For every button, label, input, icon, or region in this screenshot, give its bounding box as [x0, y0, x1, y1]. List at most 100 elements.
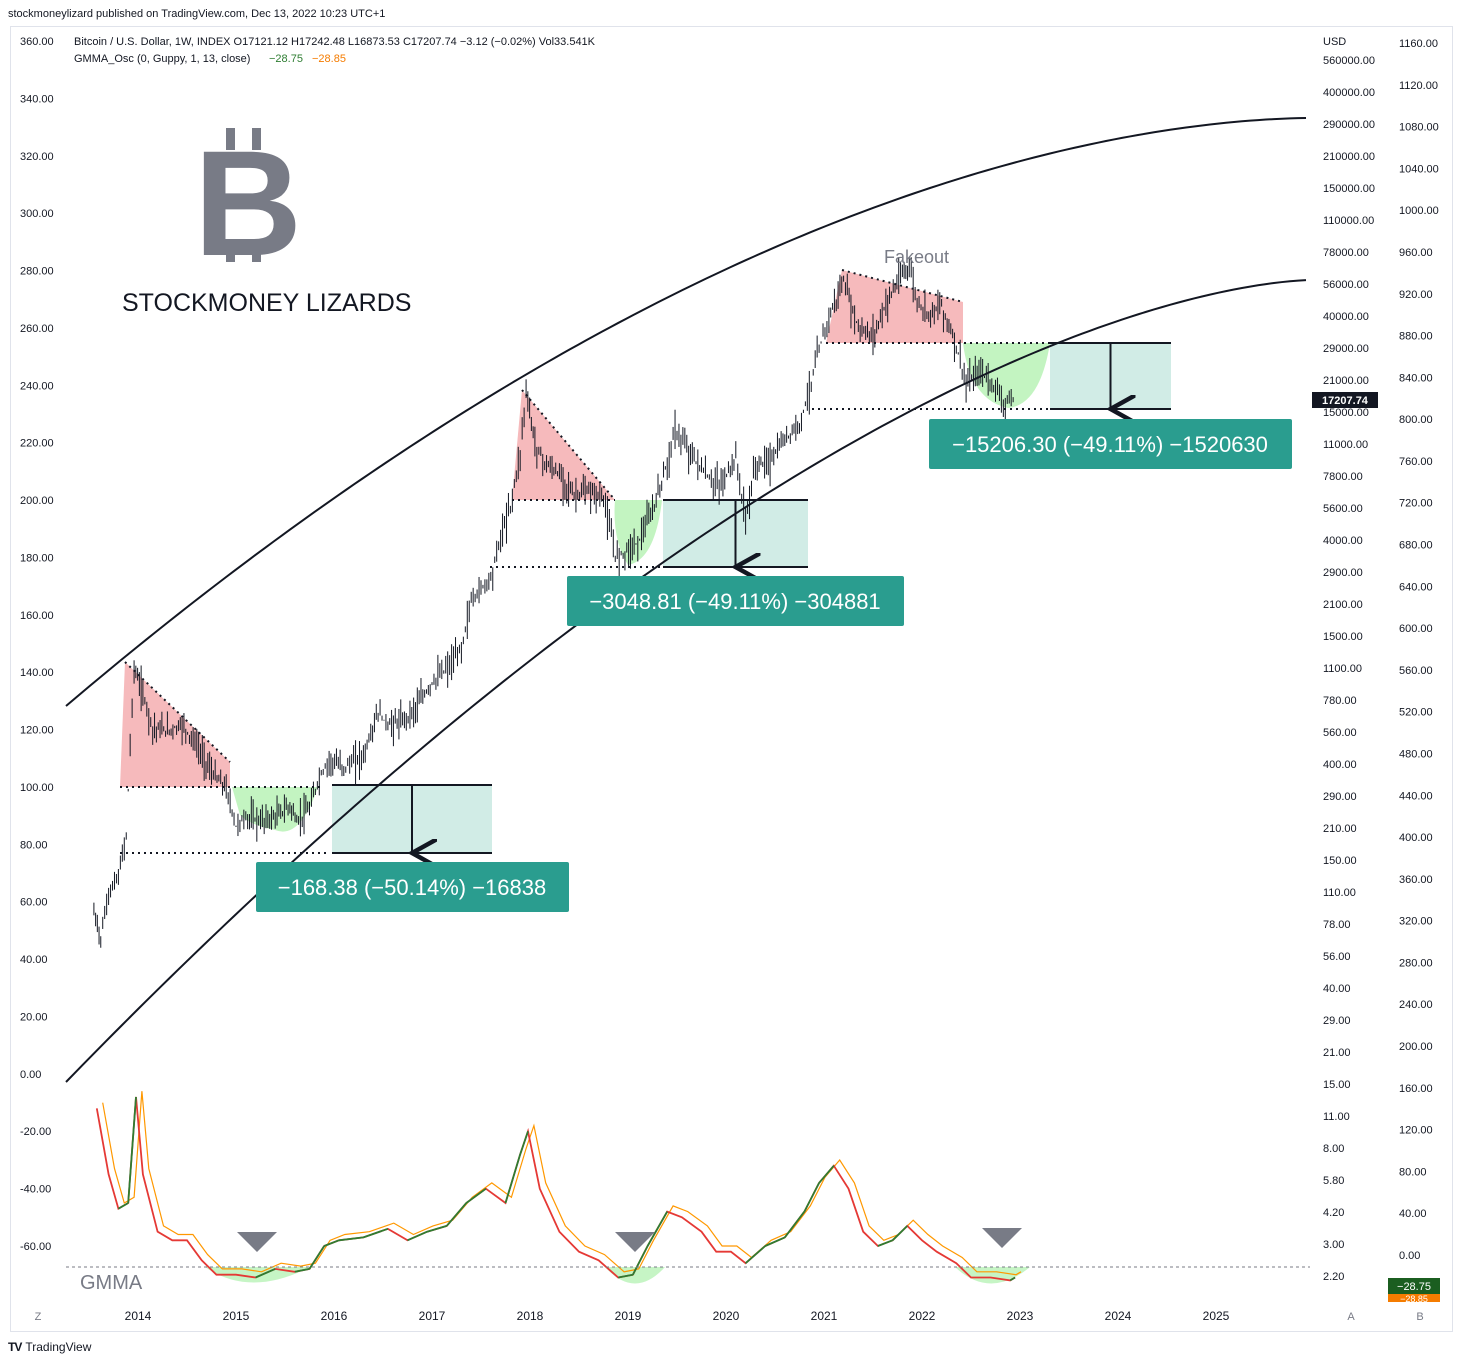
- red-zone-2014: [120, 662, 230, 787]
- right-tick-label: 1040.00: [1399, 163, 1439, 175]
- price-tick-label: 2900.00: [1323, 567, 1363, 579]
- price-tick-label: 21000.00: [1323, 375, 1369, 387]
- price-tick-label: 780.00: [1323, 695, 1357, 707]
- price-tick-label: 5.80: [1323, 1175, 1344, 1187]
- chart-header-osc-label: GMMA_Osc (0, Guppy, 1, 13, close): [74, 53, 250, 65]
- right-tick-label: 1120.00: [1399, 80, 1438, 92]
- right-tick-label: 80.00: [1399, 1166, 1427, 1178]
- left-tick-label: 220.00: [20, 438, 54, 450]
- right-tick-label: 120.00: [1399, 1125, 1433, 1137]
- pattern-zones: [120, 269, 1050, 854]
- red-zone-2018: [512, 390, 615, 500]
- cycle-bottom-marker-icon: [615, 1232, 655, 1252]
- left-tick-label: 360.00: [20, 36, 54, 48]
- time-tick-label: 2022: [909, 1309, 936, 1323]
- price-tick-label: 21.00: [1323, 1047, 1351, 1059]
- time-tick-label: 2016: [321, 1309, 348, 1323]
- right-tick-label: 40.00: [1399, 1208, 1427, 1220]
- price-tick-label: 4000.00: [1323, 535, 1363, 547]
- measure-label-box-2: [567, 576, 904, 626]
- right-tick-label: 240.00: [1399, 999, 1433, 1011]
- price-tick-label: 2100.00: [1323, 599, 1363, 611]
- osc-badge-orange-value: −28.85: [1400, 1294, 1428, 1304]
- price-tick-label: 40000.00: [1323, 311, 1369, 323]
- right-tick-label: 360.00: [1399, 874, 1433, 886]
- time-tick-label: 2014: [125, 1309, 152, 1323]
- tradingview-logo-icon: TV: [8, 1340, 22, 1354]
- price-tick-label: 15.00: [1323, 1079, 1351, 1091]
- right-tick-label: 280.00: [1399, 957, 1433, 969]
- left-tick-label: 60.00: [20, 897, 48, 909]
- measure-tools: [332, 342, 1171, 853]
- right-tick-label: 320.00: [1399, 916, 1433, 928]
- right-tick-label: 200.00: [1399, 1041, 1433, 1053]
- gmma-red-line: [95, 1096, 1016, 1282]
- auto-scale-button[interactable]: A: [1347, 1311, 1355, 1323]
- left-tick-label: 100.00: [20, 782, 54, 794]
- right-tick-label: 600.00: [1399, 623, 1433, 635]
- cycle-bottom-marker-icon: [237, 1232, 277, 1252]
- left-tick-label: -40.00: [20, 1184, 51, 1196]
- red-zone-2021: [826, 270, 963, 343]
- log-scale-button[interactable]: B: [1416, 1311, 1423, 1323]
- chart-frame[interactable]: [10, 26, 1453, 1332]
- bitcoin-icon: B: [194, 119, 302, 287]
- left-tick-label: 280.00: [20, 266, 54, 278]
- price-tick-label: 560.00: [1323, 727, 1357, 739]
- osc-zone-2022: [955, 1267, 1030, 1284]
- dotted-level-line: [124, 661, 231, 763]
- time-tick-label: 2025: [1203, 1309, 1230, 1323]
- right-tick-label: 960.00: [1399, 247, 1433, 259]
- time-tick-label: 2018: [517, 1309, 544, 1323]
- left-tick-label: 340.00: [20, 93, 54, 105]
- price-tick-label: 150000.00: [1323, 183, 1375, 195]
- upper-growth-curve: [65, 117, 1307, 707]
- right-tick-label: 920.00: [1399, 289, 1433, 301]
- price-tick-label: 78000.00: [1323, 247, 1369, 259]
- left-tick-label: 160.00: [20, 610, 54, 622]
- left-tick-label: -20.00: [20, 1126, 51, 1138]
- brand-name: STOCKMONEY LIZARDS: [122, 289, 411, 317]
- right-tick-label: 760.00: [1399, 456, 1433, 468]
- cycle-bottom-marker-icon: [982, 1228, 1022, 1248]
- gmma-label: GMMA: [80, 1272, 143, 1294]
- right-tick-label: 640.00: [1399, 581, 1433, 593]
- time-tick-label: 2019: [615, 1309, 642, 1323]
- bitcoin-icon-stroke-bottom-left: [226, 240, 235, 262]
- left-tick-label: 80.00: [20, 839, 48, 851]
- osc-badge-orange: [1388, 1294, 1440, 1302]
- right-tick-label: 680.00: [1399, 540, 1433, 552]
- left-tick-label: 140.00: [20, 667, 54, 679]
- right-tick-label: 1080.00: [1399, 122, 1439, 134]
- right-tick-label: 880.00: [1399, 331, 1433, 343]
- zoom-reset-button[interactable]: Z: [35, 1311, 42, 1323]
- price-tick-label: 11.00: [1323, 1111, 1350, 1123]
- price-tick-label: 40.00: [1323, 983, 1351, 995]
- measure-label-box-3: [929, 419, 1292, 469]
- price-tick-label: 15000.00: [1323, 407, 1369, 419]
- price-tick-label: 210000.00: [1323, 151, 1375, 163]
- left-tick-label: 0.00: [20, 1069, 41, 1081]
- price-tick-label: 29000.00: [1323, 343, 1369, 355]
- left-tick-label: 240.00: [20, 380, 54, 392]
- last-price-badge: [1312, 392, 1378, 408]
- price-tick-label: 56000.00: [1323, 279, 1369, 291]
- time-tick-label: 2023: [1007, 1309, 1034, 1323]
- gmma-orange-line: [102, 1091, 1022, 1276]
- footer[interactable]: TV TradingView: [8, 1340, 91, 1354]
- bitcoin-icon-stroke-top-left: [226, 128, 235, 150]
- price-tick-label: 56.00: [1323, 951, 1351, 963]
- time-tick-label: 2017: [419, 1309, 446, 1323]
- price-tick-label: 150.00: [1323, 855, 1357, 867]
- price-tick-label: 78.00: [1323, 919, 1351, 931]
- bitcoin-icon-stroke-bottom-right: [252, 240, 261, 262]
- price-tick-label: 560000.00: [1323, 55, 1375, 67]
- time-tick-label: 2024: [1105, 1309, 1132, 1323]
- gmma-oscillator: [95, 1091, 1030, 1284]
- left-tick-label: 300.00: [20, 208, 54, 220]
- right-tick-label: 1160.00: [1399, 38, 1438, 50]
- right-tick-label: 0.00: [1399, 1250, 1420, 1262]
- price-tick-label: 8.00: [1323, 1143, 1344, 1155]
- right-tick-label: 1000.00: [1399, 205, 1439, 217]
